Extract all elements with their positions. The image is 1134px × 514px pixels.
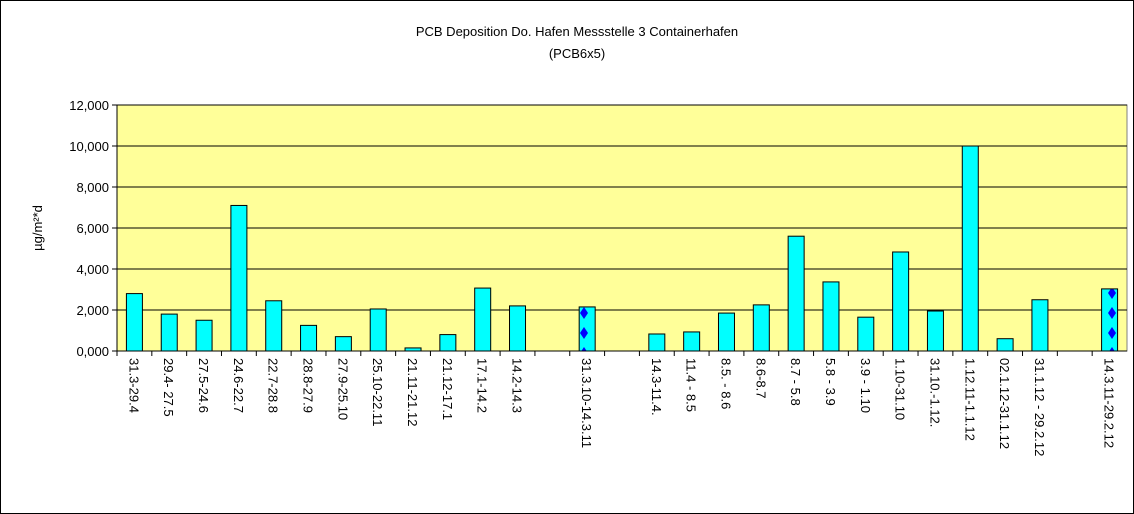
x-tick-label: 21.12-17.1 [440,358,455,420]
x-tick-label: 27.9-25.10 [335,358,350,420]
bar [369,308,387,352]
bar [961,145,979,352]
bar [300,324,318,352]
bar [996,338,1014,352]
x-tick-label: 8.7 - 5.8 [788,358,803,406]
bar [787,235,805,352]
bar [439,334,457,352]
x-tick-label: 25.10-22.11 [370,358,385,426]
bar [578,306,596,352]
y-tick-label: 2,000 [76,303,109,318]
bar [926,310,944,352]
bar [334,336,352,352]
x-tick-label: 14.2-14.3 [510,358,525,413]
y-axis-label: µg/m²*d [30,205,45,251]
bar [230,204,248,352]
y-tick-label: 12,000 [69,98,109,113]
bar [892,251,910,352]
y-tick-label: 10,000 [69,139,109,154]
bar [509,305,527,352]
bar [474,287,492,352]
bar [160,313,178,352]
x-tick-label: 29.4- 27.5 [161,358,176,417]
y-tick-label: 0,000 [76,344,109,359]
x-tick-label: 21.11-21.12 [405,358,420,426]
x-tick-label: 24.6-22.7 [231,358,246,413]
bar [195,319,213,352]
x-tick-label: 5.8 - 3.9 [823,358,838,406]
x-tick-label: 31.10.-1.12. [927,358,942,427]
x-tick-label: 22.7-28.8 [266,358,281,413]
y-tick-label: 6,000 [76,221,109,236]
bar [648,333,666,352]
y-tick-label: 4,000 [76,262,109,277]
bar [857,316,875,352]
x-tick-label: 8.5. - 8.6 [718,358,733,409]
bar [717,312,735,352]
x-tick-label: 02.1.12-31.1.12 [997,358,1012,449]
x-tick-label: 1.10-31.10 [893,358,908,420]
x-tick-label: 28.8-27.9 [301,358,316,413]
x-tick-label: 11.4 - 8.5 [684,358,699,412]
x-tick-label: 27.5-24.6 [196,358,211,413]
bar [1031,299,1049,352]
x-tick-label: 14.3-11.4. [649,358,664,416]
x-tick-label: 31.3-29.4 [126,358,141,413]
x-tick-label: 31.3.10-14.3.11 [579,358,594,448]
x-tick-label: 31.1.12 - 29.2.12 [1032,358,1047,456]
bar [1101,288,1119,352]
bar [683,331,701,352]
bar [265,300,283,352]
x-tick-label: 3.9 - 1.10 [858,358,873,413]
bar [125,293,143,352]
bar [822,281,840,352]
bar [752,304,770,352]
x-tick-label: 1.12.11-1.1.12 [962,358,977,441]
chart-subtitle: (PCB6x5) [549,46,605,61]
x-tick-label: 8.6-8.7 [753,358,768,398]
x-tick-label: 17.1-14.2 [475,358,490,413]
y-tick-label: 8,000 [76,180,109,195]
chart-title: PCB Deposition Do. Hafen Messstelle 3 Co… [416,24,738,39]
x-tick-label: 14.3.11-29.2.12 [1102,358,1117,448]
